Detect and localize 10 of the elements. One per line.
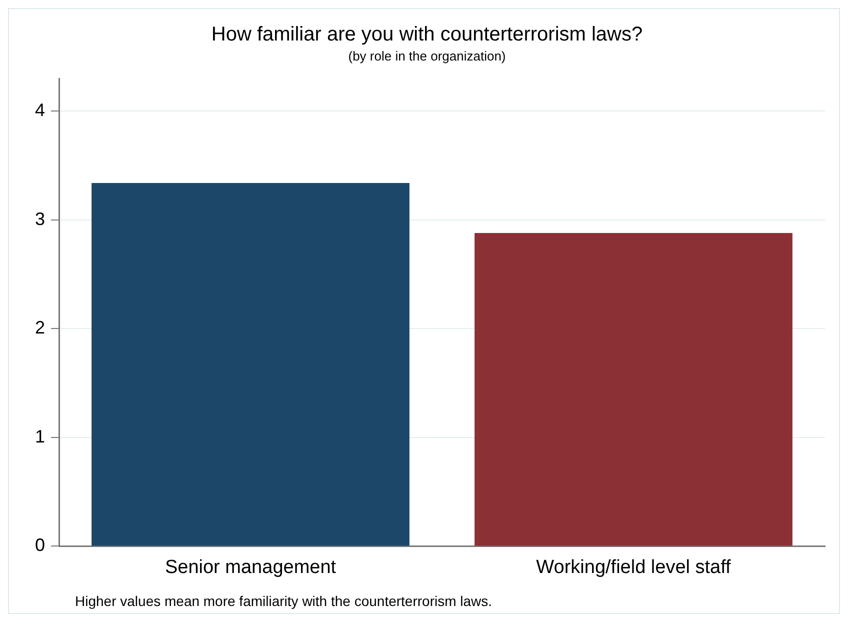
y-tick-label: 0 <box>34 535 46 556</box>
x-tick-label: Senior management <box>164 556 337 578</box>
y-tick-label: 1 <box>34 426 46 446</box>
y-tick-label: 3 <box>34 208 46 229</box>
y-tick-label: 2 <box>34 318 46 338</box>
chart-title: How familiar are you with counterterrorism laws? <box>211 24 643 46</box>
text: Higher values mean more familiarity with the counterterrorism laws. <box>74 593 494 609</box>
x-tick-label: Working/field level staff <box>536 556 732 578</box>
chart-subtitle: (by role in the organization) <box>348 48 506 64</box>
y-tick-label: 4 <box>34 100 46 120</box>
